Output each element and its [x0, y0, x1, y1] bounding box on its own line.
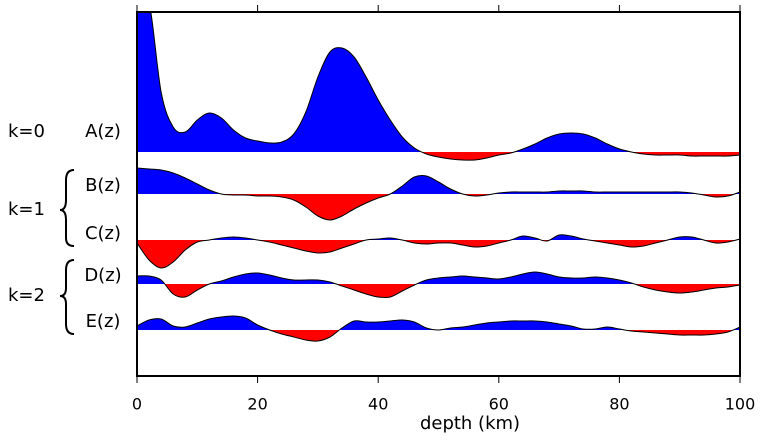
positive-fill [137, 315, 740, 330]
trace-label: E(z) [86, 311, 121, 332]
group-brace [59, 259, 75, 335]
group-label: k=0 [8, 121, 45, 142]
trace-label: B(z) [85, 175, 121, 196]
positive-fill [137, 12, 740, 152]
trace-label: D(z) [84, 265, 121, 286]
x-axis-label: depth (km) [420, 413, 520, 434]
positive-fill [137, 234, 740, 240]
trace-line [137, 167, 740, 221]
x-tick-label: 20 [247, 395, 267, 414]
x-tick-label: 100 [725, 395, 756, 414]
x-tick-label: 40 [368, 395, 388, 414]
negative-fill [137, 152, 740, 161]
trace-line [137, 315, 740, 342]
group-label: k=1 [8, 199, 45, 220]
trace-label: C(z) [85, 223, 121, 244]
negative-fill [137, 194, 740, 220]
negative-fill [137, 284, 740, 298]
trace-line [137, 271, 740, 299]
negative-fill [137, 330, 740, 342]
trace-line [137, 234, 740, 269]
x-tick-label: 80 [609, 395, 629, 414]
group-brace [59, 169, 75, 247]
plot-frame [136, 11, 741, 377]
positive-fill [137, 168, 740, 194]
trace-label: A(z) [85, 121, 121, 142]
trace-line [150, 12, 740, 161]
x-tick-label: 60 [489, 395, 509, 414]
group-label: k=2 [8, 285, 45, 306]
x-tick-label: 0 [132, 395, 142, 414]
traces [137, 12, 740, 342]
